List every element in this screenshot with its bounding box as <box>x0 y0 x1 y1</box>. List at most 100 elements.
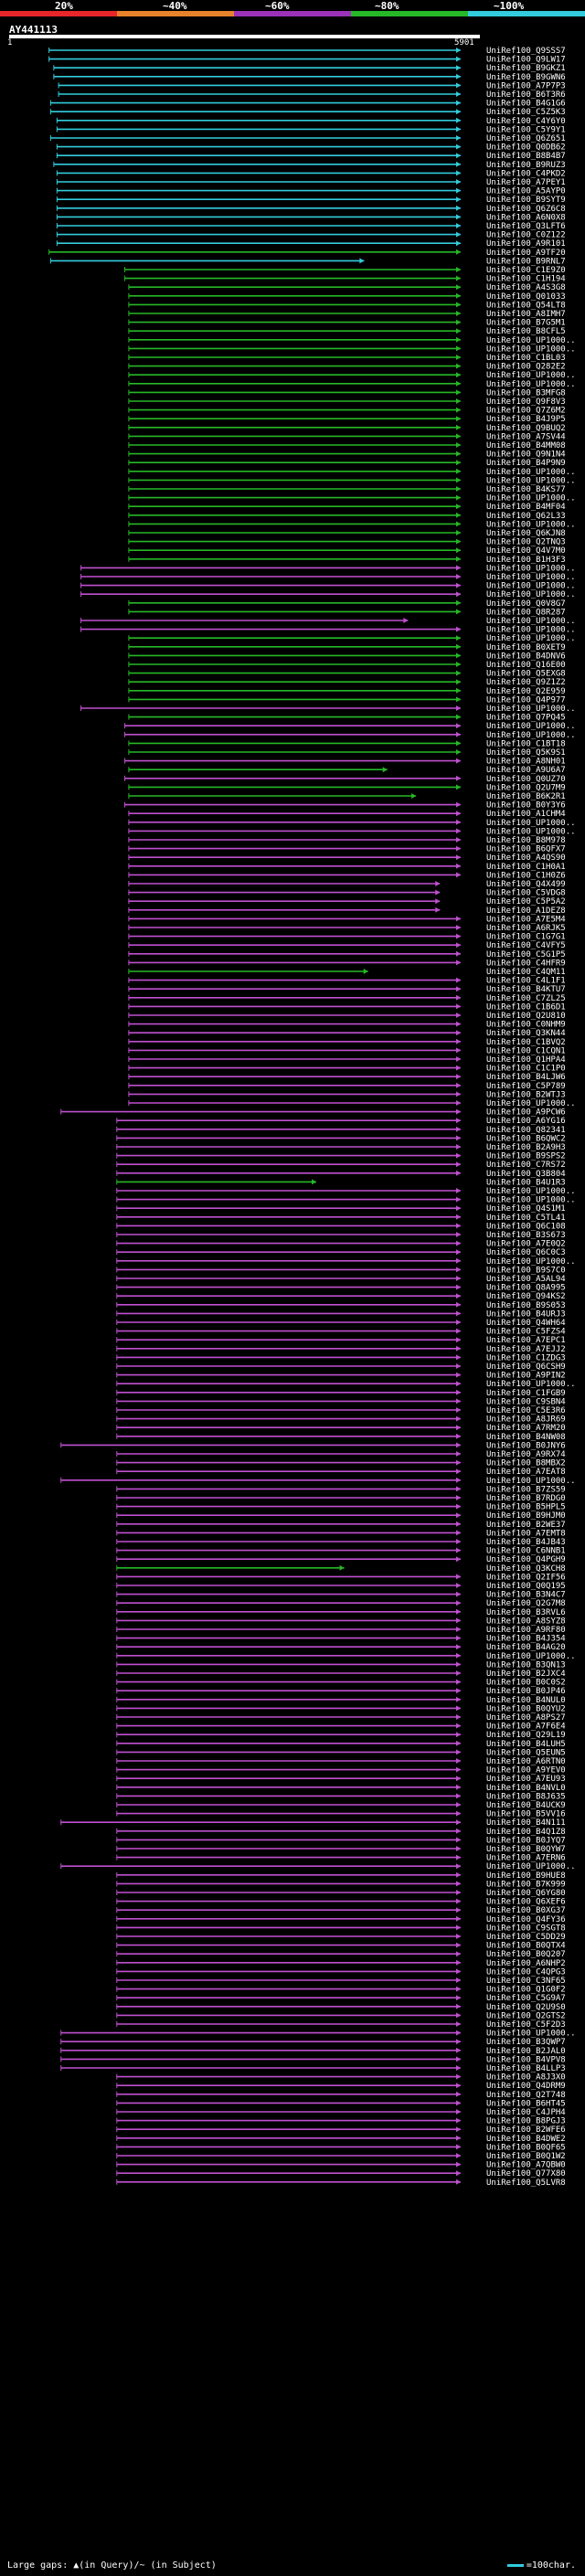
hit-label[interactable]: UniRef100_Q9SSS7 <box>486 47 566 56</box>
hit-label[interactable]: UniRef100_B0QYW7 <box>486 1845 566 1854</box>
hit-label[interactable]: UniRef100_B8PGJ3 <box>486 2117 566 2126</box>
hit-label[interactable]: UniRef100_A7EMT8 <box>486 1529 566 1538</box>
hit-label[interactable]: UniRef100_A7ERN6 <box>486 1854 566 1863</box>
hit-label[interactable]: UniRef100_Q2U9S0 <box>486 2003 566 2012</box>
hit-label[interactable]: UniRef100_B0QF65 <box>486 2143 566 2152</box>
hit-label[interactable]: UniRef100_A6RJK5 <box>486 924 566 933</box>
hit-label[interactable]: UniRef100_A7E0Q2 <box>486 1240 566 1249</box>
hit-label[interactable]: UniRef100_Q3LFT6 <box>486 222 566 231</box>
hit-label[interactable]: UniRef100_Q4FY36 <box>486 1915 566 1924</box>
hit-label[interactable]: UniRef100_B8CFL5 <box>486 327 566 336</box>
hit-label[interactable]: UniRef100_UP1000.. <box>486 626 576 635</box>
hit-label[interactable]: UniRef100_C1BVQ2 <box>486 1038 566 1047</box>
hit-label[interactable]: UniRef100_UP1000.. <box>486 2030 576 2039</box>
hit-label[interactable]: UniRef100_C7ZL25 <box>486 994 566 1003</box>
hit-label[interactable]: UniRef100_Q0V8G7 <box>486 599 566 609</box>
hit-label[interactable]: UniRef100_B6QWC2 <box>486 1134 566 1143</box>
hit-label[interactable]: UniRef100_C1BL03 <box>486 354 566 363</box>
hit-label[interactable]: UniRef100_C5Y9Y1 <box>486 125 566 134</box>
hit-label[interactable]: UniRef100_B4URJ3 <box>486 1309 566 1319</box>
hit-label[interactable]: UniRef100_UP1000.. <box>486 1257 576 1267</box>
hit-label[interactable]: UniRef100_B8M978 <box>486 836 566 845</box>
hit-label[interactable]: UniRef100_Q9N1N4 <box>486 451 566 460</box>
hit-label[interactable]: UniRef100_A8JR69 <box>486 1415 566 1425</box>
hit-label[interactable]: UniRef100_Q9LW17 <box>486 56 566 65</box>
hit-label[interactable]: UniRef100_Q9Z1Z2 <box>486 678 566 687</box>
hit-label[interactable]: UniRef100_A7SV44 <box>486 432 566 441</box>
hit-label[interactable]: UniRef100_C4VFY5 <box>486 941 566 950</box>
hit-label[interactable]: UniRef100_C0Z122 <box>486 231 566 240</box>
hit-label[interactable]: UniRef100_Q6Z651 <box>486 134 566 143</box>
hit-label[interactable]: UniRef100_A1CHM4 <box>486 810 566 819</box>
hit-label[interactable]: UniRef100_B4NUL0 <box>486 1696 566 1705</box>
hit-label[interactable]: UniRef100_A6N0X8 <box>486 213 566 222</box>
hit-label[interactable]: UniRef100_UP1000.. <box>486 731 576 740</box>
hit-label[interactable]: UniRef100_C4Y6Y0 <box>486 117 566 126</box>
hit-label[interactable]: UniRef100_C1ZDG3 <box>486 1353 566 1362</box>
hit-label[interactable]: UniRef100_B4G1G6 <box>486 100 566 109</box>
hit-label[interactable]: UniRef100_B4KTU7 <box>486 985 566 994</box>
hit-label[interactable]: UniRef100_C5VDG8 <box>486 889 566 898</box>
hit-label[interactable]: UniRef100_Q2TNQ3 <box>486 538 566 547</box>
hit-label[interactable]: UniRef100_C4QPG3 <box>486 1967 566 1977</box>
hit-label[interactable]: UniRef100_A7QBW0 <box>486 2161 566 2170</box>
hit-label[interactable]: UniRef100_Q2T748 <box>486 2091 566 2100</box>
hit-label[interactable]: UniRef100_B4DWE2 <box>486 2135 566 2144</box>
hit-label[interactable]: UniRef100_A7E5M4 <box>486 915 566 924</box>
hit-label[interactable]: UniRef100_B3RVL6 <box>486 1608 566 1617</box>
hit-label[interactable]: UniRef100_Q5EXG8 <box>486 670 566 679</box>
hit-label[interactable]: UniRef100_B3QN13 <box>486 1660 566 1670</box>
hit-label[interactable]: UniRef100_C7RS72 <box>486 1161 566 1170</box>
hit-label[interactable]: UniRef100_UP1000.. <box>486 819 576 828</box>
hit-label[interactable]: UniRef100_B4DNV6 <box>486 652 566 661</box>
hit-label[interactable]: UniRef100_B4MF04 <box>486 503 566 512</box>
hit-label[interactable]: UniRef100_Q82341 <box>486 1126 566 1135</box>
hit-label[interactable]: UniRef100_Q9BUQ2 <box>486 424 566 433</box>
hit-label[interactable]: UniRef100_A6YG16 <box>486 1117 566 1126</box>
hit-label[interactable]: UniRef100_B7G5M1 <box>486 319 566 328</box>
hit-label[interactable]: UniRef100_B6QFX7 <box>486 845 566 854</box>
hit-label[interactable]: UniRef100_UP1000.. <box>486 827 576 836</box>
hit-label[interactable]: UniRef100_Q54LT8 <box>486 301 566 310</box>
hit-label[interactable]: UniRef100_UP1000.. <box>486 520 576 529</box>
hit-label[interactable]: UniRef100_Q5LVR8 <box>486 2178 566 2188</box>
hit-label[interactable]: UniRef100_Q6XEF6 <box>486 1898 566 1907</box>
hit-label[interactable]: UniRef100_UP1000.. <box>486 1380 576 1389</box>
hit-label[interactable]: UniRef100_B4LJW6 <box>486 1073 566 1082</box>
hit-label[interactable]: UniRef100_B4MM08 <box>486 441 566 451</box>
hit-label[interactable]: UniRef100_UP1000.. <box>486 590 576 599</box>
hit-label[interactable]: UniRef100_C1E9Z0 <box>486 266 566 275</box>
hit-label[interactable]: UniRef100_Q6C108 <box>486 1222 566 1231</box>
hit-label[interactable]: UniRef100_UP1000.. <box>486 634 576 643</box>
hit-label[interactable]: UniRef100_A8IMH7 <box>486 310 566 319</box>
hit-label[interactable]: UniRef100_A9PCW6 <box>486 1108 566 1118</box>
hit-label[interactable]: UniRef100_B0Y3Y6 <box>486 801 566 811</box>
hit-label[interactable]: UniRef100_C5G9A7 <box>486 1994 566 2003</box>
hit-label[interactable]: UniRef100_C1H0Z6 <box>486 871 566 880</box>
hit-label[interactable]: UniRef100_Q62L33 <box>486 512 566 521</box>
hit-label[interactable]: UniRef100_C6NNB1 <box>486 1547 566 1556</box>
hit-label[interactable]: UniRef100_Q9F8V3 <box>486 398 566 407</box>
hit-label[interactable]: UniRef100_A9R101 <box>486 239 566 249</box>
hit-label[interactable]: UniRef100_A7RM20 <box>486 1424 566 1433</box>
hit-label[interactable]: UniRef100_B9SYT9 <box>486 196 566 205</box>
hit-label[interactable]: UniRef100_B9HUE8 <box>486 1871 566 1881</box>
hit-label[interactable]: UniRef100_B8B4B7 <box>486 152 566 161</box>
hit-label[interactable]: UniRef100_Q3KCH8 <box>486 1564 566 1574</box>
hit-label[interactable]: UniRef100_B9RUZ3 <box>486 161 566 170</box>
hit-label[interactable]: UniRef100_UP1000.. <box>486 1477 576 1486</box>
hit-label[interactable]: UniRef100_C9SGT8 <box>486 1924 566 1933</box>
hit-label[interactable]: UniRef100_UP1000.. <box>486 564 576 573</box>
hit-label[interactable]: UniRef100_C1BT18 <box>486 739 566 748</box>
hit-label[interactable]: UniRef100_Q4WH64 <box>486 1319 566 1328</box>
hit-label[interactable]: UniRef100_B0JNY6 <box>486 1441 566 1450</box>
hit-label[interactable]: UniRef100_A9YEV0 <box>486 1766 566 1776</box>
hit-label[interactable]: UniRef100_A5AL94 <box>486 1275 566 1284</box>
hit-label[interactable]: UniRef100_B0JP46 <box>486 1687 566 1696</box>
hit-label[interactable]: UniRef100_A9RX74 <box>486 1450 566 1459</box>
hit-label[interactable]: UniRef100_C4JPH4 <box>486 2108 566 2117</box>
hit-label[interactable]: UniRef100_A9U6A7 <box>486 766 566 775</box>
hit-label[interactable]: UniRef100_B4JB43 <box>486 1538 566 1547</box>
hit-label[interactable]: UniRef100_B3S673 <box>486 1231 566 1240</box>
hit-label[interactable]: UniRef100_B4NVL0 <box>486 1784 566 1793</box>
